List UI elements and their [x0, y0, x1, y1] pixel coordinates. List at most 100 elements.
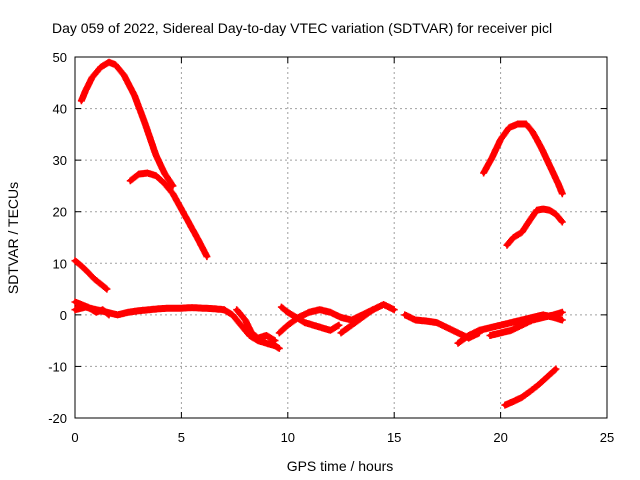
- plot-frame: [74, 56, 608, 419]
- data-point: [238, 323, 243, 328]
- data-point: [530, 318, 535, 323]
- data-point: [221, 307, 226, 312]
- series-arc-1: [77, 58, 177, 190]
- data-point: [187, 222, 192, 227]
- data-point: [502, 403, 507, 408]
- data-point: [519, 323, 524, 328]
- data-point: [243, 318, 248, 323]
- data-point: [511, 399, 516, 404]
- data-point: [456, 330, 461, 335]
- data-point: [170, 191, 175, 196]
- data-point: [547, 163, 552, 168]
- x-tick-label: 5: [178, 430, 185, 445]
- data-point: [190, 305, 195, 310]
- data-point: [456, 341, 461, 346]
- data-point: [296, 315, 301, 320]
- y-tick-label: 40: [53, 102, 67, 117]
- data-point: [509, 328, 514, 333]
- data-point: [302, 320, 307, 325]
- x-axis-title: GPS time / hours: [287, 458, 394, 474]
- data-point: [73, 258, 77, 263]
- data-point: [560, 220, 565, 225]
- data-point: [349, 323, 354, 328]
- axis-ticks: 0 5 10 15 20 25 -20 -10 0 10 20 30 40 50: [48, 50, 614, 445]
- data-point: [424, 319, 429, 324]
- y-tick-label: 0: [60, 308, 67, 323]
- series-trace: [503, 205, 566, 249]
- data-point: [73, 299, 77, 304]
- data-point: [519, 230, 524, 235]
- data-point: [311, 323, 316, 328]
- data-point: [136, 172, 141, 177]
- data-point: [498, 137, 503, 142]
- data-point: [279, 305, 284, 310]
- series-arc-10: [233, 306, 279, 345]
- data-point: [511, 235, 516, 240]
- data-point: [560, 318, 565, 323]
- data-point: [115, 312, 120, 317]
- data-point: [509, 320, 514, 325]
- data-point: [168, 306, 173, 311]
- data-point: [445, 325, 450, 330]
- data-point: [392, 307, 397, 312]
- data-point: [541, 207, 546, 212]
- data-point: [413, 318, 418, 323]
- data-point: [79, 302, 84, 307]
- data-point: [179, 306, 184, 311]
- data-point: [107, 312, 112, 317]
- data-point: [92, 276, 97, 281]
- data-point: [541, 315, 546, 320]
- x-tick-label: 10: [281, 430, 295, 445]
- data-point: [498, 323, 503, 328]
- data-point: [249, 330, 254, 335]
- data-point: [536, 382, 541, 387]
- data-point: [277, 330, 282, 335]
- data-point: [200, 306, 205, 311]
- data-point: [285, 310, 290, 315]
- series-arc-6: [501, 365, 560, 409]
- chart-title: Day 059 of 2022, Sidereal Day-to-day VTE…: [52, 20, 552, 36]
- series-arc-5: [503, 205, 566, 249]
- data-point: [545, 374, 550, 379]
- data-point: [434, 320, 439, 325]
- data-point: [507, 125, 512, 130]
- y-tick-label: -10: [48, 359, 67, 374]
- data-point: [128, 178, 133, 183]
- y-tick-label: 50: [53, 50, 67, 65]
- data-point: [100, 307, 105, 312]
- series-arc-16: [486, 308, 566, 339]
- y-tick-label: 30: [53, 153, 67, 168]
- data-point: [539, 145, 544, 150]
- data-point: [487, 325, 492, 330]
- data-point: [381, 302, 386, 307]
- data-point: [162, 171, 167, 176]
- data-point: [528, 217, 533, 222]
- data-point: [264, 341, 269, 346]
- x-tick-label: 25: [600, 430, 614, 445]
- data-point: [560, 191, 565, 196]
- data-point: [273, 343, 278, 348]
- data-point: [328, 328, 333, 333]
- y-tick-label: -20: [48, 411, 67, 426]
- data-point: [79, 263, 84, 268]
- data-point: [143, 122, 148, 127]
- data-point: [73, 307, 77, 312]
- data-point: [211, 306, 216, 311]
- data-point: [307, 310, 312, 315]
- data-point: [145, 171, 150, 176]
- data-point: [553, 212, 558, 217]
- data-point: [466, 333, 471, 338]
- data-point: [317, 307, 322, 312]
- data-point: [339, 330, 343, 335]
- data-point: [132, 93, 137, 98]
- data-point: [264, 333, 269, 338]
- data-point: [339, 315, 343, 320]
- data-point: [85, 270, 90, 275]
- data-point: [94, 310, 99, 315]
- data-point: [136, 308, 141, 313]
- data-point: [551, 312, 556, 317]
- data-point: [204, 254, 209, 259]
- x-tick-label: 15: [387, 430, 401, 445]
- data-point: [98, 65, 103, 70]
